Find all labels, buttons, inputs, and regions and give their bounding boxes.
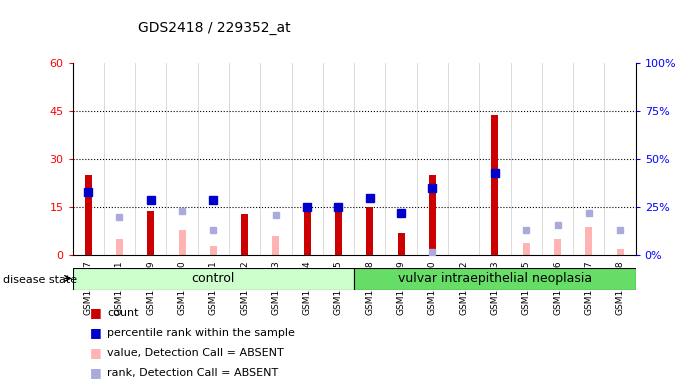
Text: disease state: disease state — [3, 275, 77, 285]
Text: ■: ■ — [90, 366, 102, 379]
Bar — [585, 227, 592, 255]
Bar — [491, 114, 498, 255]
Bar — [616, 249, 623, 255]
Text: ■: ■ — [90, 346, 102, 359]
Text: ■: ■ — [90, 306, 102, 319]
Bar — [354, 268, 636, 290]
Bar — [241, 214, 248, 255]
Bar — [554, 239, 561, 255]
Bar — [116, 239, 123, 255]
Text: control: control — [191, 272, 235, 285]
Text: percentile rank within the sample: percentile rank within the sample — [107, 328, 295, 338]
Bar — [178, 230, 185, 255]
Text: count: count — [107, 308, 139, 318]
Bar — [272, 236, 279, 255]
Text: rank, Detection Call = ABSENT: rank, Detection Call = ABSENT — [107, 368, 278, 378]
Text: value, Detection Call = ABSENT: value, Detection Call = ABSENT — [107, 348, 284, 358]
Text: vulvar intraepithelial neoplasia: vulvar intraepithelial neoplasia — [398, 272, 592, 285]
Bar — [429, 175, 436, 255]
Bar — [366, 207, 373, 255]
Bar — [147, 210, 154, 255]
Bar — [491, 246, 498, 255]
Bar — [304, 207, 311, 255]
Bar — [335, 207, 342, 255]
Text: ■: ■ — [90, 326, 102, 339]
Bar — [523, 243, 530, 255]
Bar — [210, 246, 217, 255]
Bar — [241, 239, 248, 255]
Bar — [85, 175, 92, 255]
Text: GDS2418 / 229352_at: GDS2418 / 229352_at — [138, 21, 291, 35]
Bar — [73, 268, 354, 290]
Bar — [397, 233, 404, 255]
